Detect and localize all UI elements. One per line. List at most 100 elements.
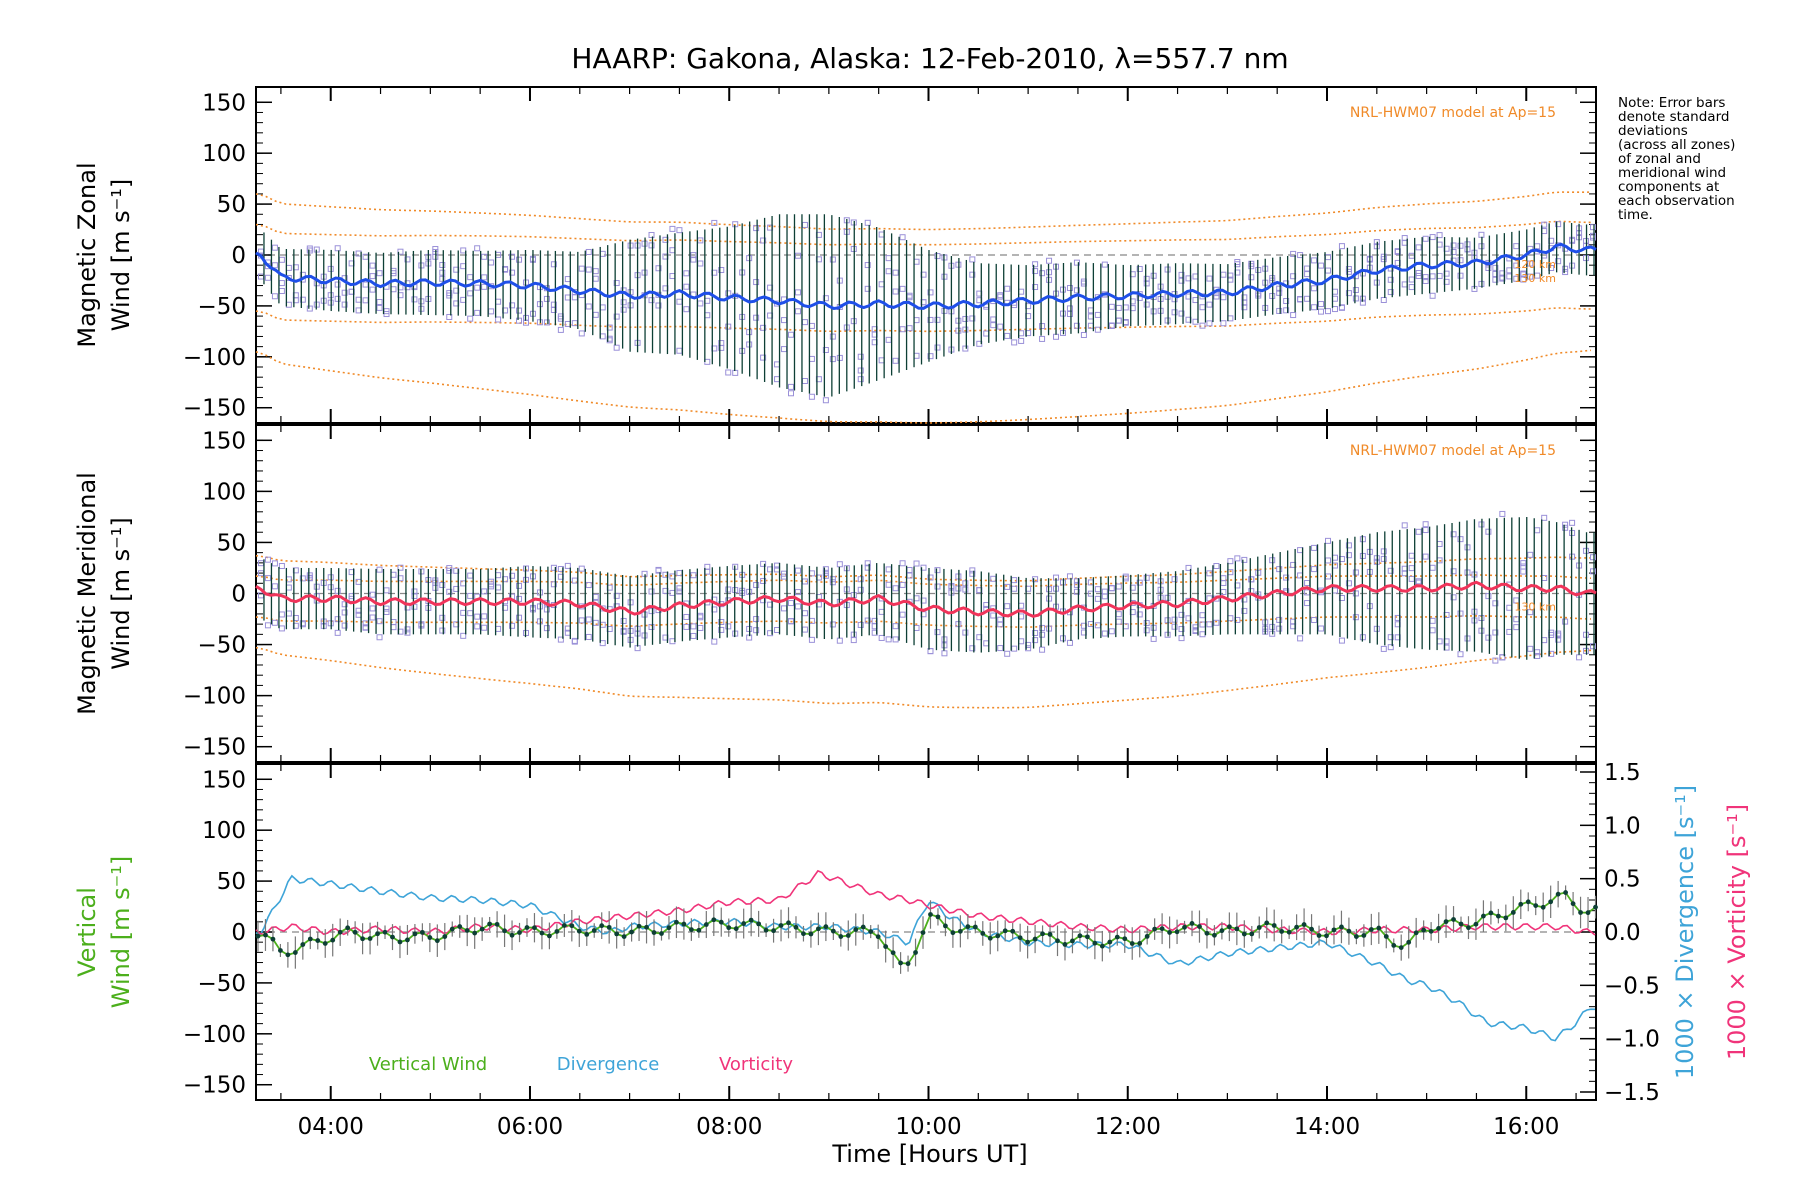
scatter-point: [648, 608, 655, 615]
scatter-point: [1492, 264, 1499, 271]
scatter-point: [1338, 243, 1345, 250]
scatter-point: [411, 603, 418, 610]
scatter-point: [1401, 281, 1408, 288]
scatter-point: [1499, 510, 1506, 517]
scatter-point: [481, 274, 488, 281]
scatter-point: [753, 627, 760, 634]
scatter-point: [1143, 627, 1150, 634]
y-tick-label: −150: [183, 396, 246, 422]
scatter-point: [1276, 566, 1283, 573]
scatter-point: [892, 288, 899, 295]
vertical-wind-point: [1578, 910, 1583, 915]
scatter-point: [1527, 273, 1534, 280]
scatter-point: [285, 584, 292, 591]
scatter-point: [578, 265, 585, 272]
scatter-point: [1311, 544, 1318, 551]
scatter-point: [892, 357, 899, 364]
scatter-point: [1345, 552, 1352, 559]
scatter-point: [1143, 301, 1150, 308]
vertical-wind-point: [442, 934, 448, 939]
scatter-point: [683, 306, 690, 313]
scatter-point: [808, 322, 815, 329]
legend-label: Vorticity: [719, 1054, 793, 1075]
scatter-point: [760, 560, 767, 567]
scatter-point: [474, 284, 481, 291]
scatter-point: [1345, 580, 1352, 587]
scatter-point: [1422, 553, 1429, 560]
vertical-wind-point: [1010, 928, 1016, 934]
y-tick-label: 150: [202, 428, 246, 454]
scatter-point: [390, 286, 397, 293]
scatter-point: [271, 293, 278, 300]
scatter-point: [697, 260, 704, 267]
vertical-wind-point: [382, 929, 388, 935]
scatter-point: [592, 275, 599, 282]
scatter-point: [613, 280, 620, 287]
scatter-point: [997, 292, 1004, 299]
scatter-point: [1018, 288, 1025, 295]
scatter-point: [829, 621, 836, 628]
scatter-point: [1039, 631, 1046, 638]
scatter-point: [1241, 607, 1248, 614]
scatter-point: [516, 582, 523, 589]
scatter-point: [446, 588, 453, 595]
scatter-point: [697, 612, 704, 619]
scatter-point: [676, 298, 683, 305]
vertical-wind-point: [636, 923, 642, 929]
scatter-point: [264, 556, 271, 563]
scatter-point: [1199, 612, 1206, 619]
vertical-wind-point: [703, 922, 709, 927]
vertical-wind-point: [913, 950, 918, 955]
vertical-wind-point: [816, 926, 821, 932]
scatter-point: [341, 601, 348, 608]
y-tick-label: 50: [217, 869, 246, 895]
vertical-wind-point: [995, 933, 1001, 939]
scatter-point: [1590, 568, 1597, 575]
scatter-point: [648, 623, 655, 630]
scatter-point: [564, 276, 571, 283]
scatter-point: [1248, 274, 1255, 281]
scatter-point: [1562, 524, 1569, 531]
scatter-point: [1122, 304, 1129, 311]
scatter-point: [1073, 259, 1080, 266]
vertical-wind-point: [1458, 921, 1464, 927]
scatter-point: [1562, 265, 1569, 272]
scatter-point: [892, 269, 899, 276]
scatter-point: [1066, 573, 1073, 580]
vertical-wind-point: [1316, 933, 1322, 938]
scatter-point: [1011, 585, 1018, 592]
model-curve: [255, 307, 1592, 333]
model-height-label: 120 km: [1514, 258, 1556, 271]
scatter-point: [1415, 270, 1422, 277]
scatter-point: [1004, 603, 1011, 610]
scatter-point: [690, 252, 697, 259]
scatter-point: [906, 566, 913, 573]
y-tick-label: 100: [202, 479, 246, 505]
vertical-wind-point: [1488, 910, 1494, 916]
vertical-wind-point: [1473, 921, 1479, 927]
scatter-point: [1506, 604, 1513, 611]
scatter-point: [683, 613, 690, 620]
vertical-wind-point: [1204, 930, 1210, 936]
scatter-point: [1380, 645, 1387, 652]
scatter-point: [1380, 548, 1387, 555]
scatter-point: [927, 289, 934, 296]
scatter-point: [1039, 270, 1046, 277]
scatter-point: [990, 612, 997, 619]
vertical-wind-point: [1144, 933, 1150, 939]
scatter-point: [1304, 589, 1311, 596]
vertical-wind-point: [860, 924, 866, 930]
scatter-point: [439, 262, 446, 269]
scatter-point: [1011, 645, 1018, 652]
vertical-wind-point: [1017, 935, 1023, 941]
scatter-point: [1590, 232, 1597, 239]
scatter-point: [1345, 266, 1352, 273]
scatter-point: [997, 645, 1004, 652]
vertical-wind-point: [375, 931, 380, 937]
scatter-point: [655, 567, 662, 574]
scatter-point: [1325, 557, 1331, 564]
scatter-point: [899, 560, 906, 567]
scatter-point: [467, 315, 474, 322]
scatter-point: [704, 297, 711, 304]
scatter-point: [1101, 261, 1108, 268]
